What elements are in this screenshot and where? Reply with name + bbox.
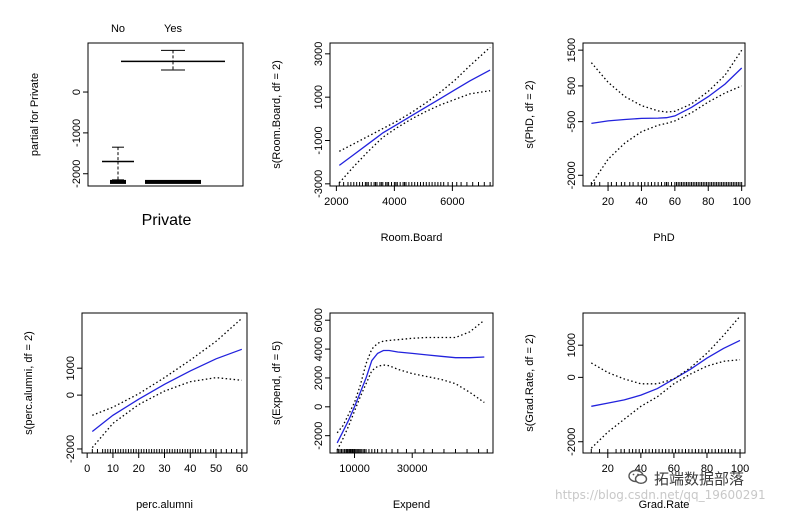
- x-tick-label: 2000: [324, 196, 348, 208]
- y-tick-label: -500: [566, 111, 578, 133]
- x-axis-label: Private: [142, 212, 192, 229]
- y-axis-label: s(Expend, df = 5): [271, 341, 283, 425]
- y-tick-label: 1000: [566, 333, 578, 357]
- x-tick-label: 20: [133, 463, 145, 475]
- fit-line: [591, 67, 743, 125]
- band-upper-line: [92, 317, 243, 416]
- band-lower-line: [590, 359, 741, 449]
- band-upper-line: [336, 319, 485, 434]
- x-tick-label: 20: [602, 463, 614, 475]
- y-tick-label: -2000: [566, 428, 578, 456]
- category-label: No: [111, 23, 125, 35]
- y-tick-label: 6000: [313, 308, 325, 332]
- plot-frame: [87, 42, 244, 187]
- rug: [338, 182, 491, 186]
- y-tick-label: 0: [71, 89, 83, 95]
- x-tick-label: 30000: [397, 463, 428, 475]
- x-tick-label: 0: [84, 463, 90, 475]
- box-rug: [145, 179, 201, 184]
- x-tick-label: 80: [702, 196, 714, 208]
- y-tick-label: 3000: [313, 42, 325, 66]
- band-lower-line: [336, 364, 485, 451]
- y-tick-label: 0: [566, 374, 578, 380]
- y-tick-label: 1500: [566, 38, 578, 62]
- fit-line: [338, 69, 491, 166]
- y-tick-label: 4000: [313, 337, 325, 361]
- rug: [91, 449, 243, 453]
- band-lower-line: [338, 90, 491, 184]
- y-tick-label: 0: [65, 392, 77, 398]
- x-tick-label: 100: [732, 196, 750, 208]
- panel-3: -2000 -500 500 1500 s(PhD, df = 2) 20 40 60 80 10…: [524, 38, 751, 244]
- x-axis-label: Room.Board: [381, 232, 443, 244]
- y-tick-label: -2000: [566, 161, 578, 189]
- y-tick-label: 2000: [313, 366, 325, 390]
- band-upper-line: [590, 49, 743, 113]
- rug: [590, 449, 741, 453]
- x-tick-label: 10: [107, 463, 119, 475]
- x-tick-label: 100: [731, 463, 749, 475]
- x-tick-label: 80: [701, 463, 713, 475]
- fit-line: [336, 349, 485, 444]
- x-axis-label: Grad.Rate: [639, 499, 690, 511]
- box-no: [102, 146, 134, 184]
- x-tick-label: 6000: [440, 196, 464, 208]
- y-tick-label: -2000: [313, 422, 325, 450]
- x-tick-label: 40: [635, 463, 647, 475]
- panel-4: -2000 0 1000 s(perc.alumni, df = 2) 0 10 20 30 4…: [23, 312, 248, 511]
- x-tick-label: 50: [210, 463, 222, 475]
- x-axis-label: Expend: [393, 499, 430, 511]
- plot-frame: [582, 42, 746, 187]
- plot-frame: [329, 42, 494, 187]
- band-upper-line: [590, 315, 741, 385]
- fit-line: [91, 348, 243, 433]
- wechat-icon: [628, 469, 648, 485]
- band-upper-line: [339, 46, 491, 152]
- y-tick-label: -1000: [71, 119, 83, 147]
- y-tick-label: 1000: [313, 85, 325, 109]
- x-tick-label: 10000: [339, 463, 370, 475]
- y-tick-label: -1000: [313, 126, 325, 154]
- y-axis-label: s(perc.alumni, df = 2): [23, 331, 35, 435]
- y-axis-label: partial for Private: [29, 73, 41, 156]
- y-tick-label: 0: [313, 404, 325, 410]
- x-tick-label: 60: [669, 196, 681, 208]
- plot-frame: [81, 312, 248, 454]
- x-tick-label: 20: [602, 196, 614, 208]
- panel-1: 0 -1000 -2000 partial for Private No Yes Priva…: [29, 23, 244, 229]
- plot-frame: [329, 312, 494, 454]
- plot-frame: [582, 312, 746, 454]
- y-axis-label: s(PhD, df = 2): [524, 80, 536, 148]
- y-tick-label: -2000: [65, 435, 77, 463]
- y-tick-label: -3000: [313, 170, 325, 198]
- x-tick-label: 40: [635, 196, 647, 208]
- x-tick-label: 60: [668, 463, 680, 475]
- x-tick-label: 30: [158, 463, 170, 475]
- y-axis-label: s(Room.Board, df = 2): [271, 60, 283, 169]
- band-lower-line: [91, 376, 242, 449]
- x-tick-label: 40: [184, 463, 196, 475]
- fit-line: [591, 339, 741, 407]
- x-axis-label: PhD: [653, 232, 674, 244]
- y-tick-label: 1000: [65, 356, 77, 380]
- rug: [336, 449, 488, 453]
- box-yes: [121, 49, 225, 184]
- rug: [590, 182, 743, 186]
- watermark-brand: 拓端数据部落: [654, 470, 745, 488]
- category-label: Yes: [164, 23, 182, 35]
- y-tick-label: 500: [566, 77, 578, 95]
- x-tick-label: 60: [236, 463, 248, 475]
- x-tick-label: 4000: [382, 196, 406, 208]
- x-axis-label: perc.alumni: [136, 499, 193, 511]
- y-axis-label: s(Grad.Rate, df = 2): [524, 334, 536, 432]
- box-rug: [110, 179, 126, 184]
- panel-6: -2000 0 1000 s(Grad.Rate, df = 2) 20 40 60 80 10…: [524, 312, 749, 511]
- y-tick-label: -2000: [71, 160, 83, 188]
- panel-5: -2000 0 2000 4000 6000 s(Expend, df = 5) 10000…: [271, 308, 494, 511]
- watermark-url: https://blog.csdn.net/qq_19600291: [555, 488, 766, 502]
- panel-2: -3000 -1000 1000 3000 s(Room.Board, df = 2) 2…: [271, 42, 494, 244]
- band-lower-line: [590, 85, 742, 185]
